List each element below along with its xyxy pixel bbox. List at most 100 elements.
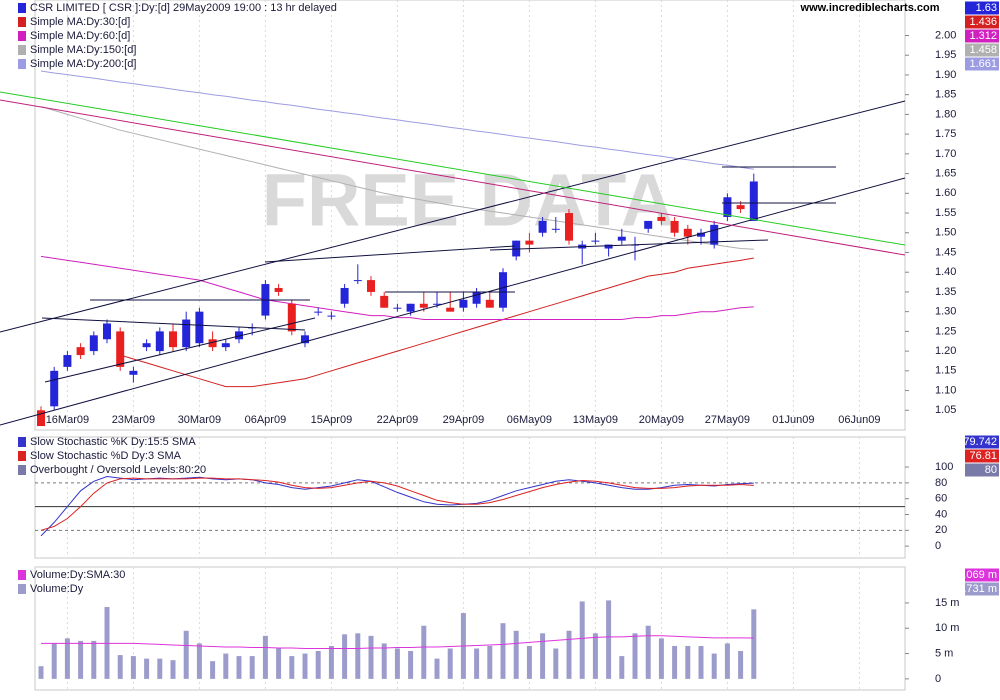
value-box <box>965 582 999 596</box>
volume-bar <box>724 643 730 679</box>
y-tick-label: 0 <box>935 673 941 685</box>
value-box <box>965 435 999 449</box>
volume-bar <box>698 645 704 679</box>
value-box <box>965 449 999 463</box>
y-tick-label: 1.15 <box>935 365 956 377</box>
candle-body <box>208 339 217 348</box>
candle-body <box>723 197 732 217</box>
candle-body <box>353 280 362 282</box>
volume-bar <box>315 651 321 679</box>
candle-body <box>697 232 705 237</box>
x-tick-label: 22Apr09 <box>377 414 419 426</box>
candle-body <box>340 287 349 304</box>
legend-swatch <box>18 45 26 55</box>
y-tick-label: 1.65 <box>935 167 956 179</box>
x-tick-label: 30Mar09 <box>178 414 221 426</box>
volume-bar <box>434 658 440 679</box>
y-tick-label: 1.25 <box>935 325 956 337</box>
volume-bar <box>526 645 532 679</box>
watermark: FREE DATA <box>262 159 674 242</box>
volume-bar <box>276 648 282 679</box>
trend-lines <box>0 91 906 426</box>
candle-body <box>116 331 125 367</box>
candle-body <box>512 240 521 257</box>
volume-bar <box>170 660 176 679</box>
legend-label: Volume:Dy <box>30 583 84 595</box>
legend-swatch <box>18 584 26 594</box>
data-layer <box>37 70 758 679</box>
y-tick-label: 1.50 <box>935 227 956 239</box>
candle-body <box>459 299 468 308</box>
candle-body <box>565 213 573 241</box>
y-tick-label: 1.95 <box>935 49 956 61</box>
y-tick-label: 1.90 <box>935 69 956 81</box>
volume-bar <box>658 638 664 679</box>
volume-bar <box>751 609 757 679</box>
volume-bar <box>223 653 229 679</box>
candle-body <box>538 220 547 233</box>
candle-body <box>446 307 455 312</box>
volume-sma <box>41 635 754 649</box>
value-box-label: 13.731 m <box>951 583 997 595</box>
candle-body <box>50 370 59 407</box>
volume-bar <box>474 648 480 679</box>
candle-body <box>433 303 441 305</box>
x-tick-label: 13May09 <box>573 414 618 426</box>
volume-bar <box>236 656 242 679</box>
panel-frame <box>34 566 906 691</box>
trend-line <box>0 100 906 333</box>
volume-bar <box>513 630 519 679</box>
x-tick-label: 23Mar09 <box>112 414 155 426</box>
volume-bar <box>394 648 400 679</box>
candle-body <box>195 311 204 344</box>
candle-body <box>472 291 481 304</box>
y-tick-label: 1.20 <box>935 345 956 357</box>
legend-label: Simple MA:Dy:60:[d] <box>30 30 130 42</box>
volume-bar <box>342 634 348 679</box>
candle-body <box>314 311 323 313</box>
legend-label: Simple MA:Dy:30:[d] <box>30 16 130 28</box>
label-layer: www.incrediblecharts.com 1.05 1.10 1.15 1.2… <box>18 1 999 685</box>
y-tick-label: 2.00 <box>935 29 956 41</box>
volume-bar <box>91 640 97 679</box>
trend-line <box>0 91 906 246</box>
legend-label: Simple MA:Dy:150:[d] <box>30 44 136 56</box>
trend-line <box>41 317 306 331</box>
volume-bar <box>553 648 559 679</box>
y-tick-label: 10 m <box>935 622 959 634</box>
candle-body <box>485 299 494 308</box>
volume-bar <box>685 645 691 679</box>
candle-body <box>617 236 626 241</box>
volume-bar <box>130 656 136 679</box>
candle-body <box>657 216 666 221</box>
volume-bar <box>645 625 651 679</box>
moving-average <box>120 257 754 388</box>
moving-average <box>40 70 754 170</box>
volume-bar <box>144 658 150 679</box>
legend-swatch <box>18 451 26 461</box>
candle-body <box>499 272 507 308</box>
y-tick-label: 1.45 <box>935 246 956 258</box>
candle-body <box>169 331 177 348</box>
volume-bar <box>421 625 427 679</box>
volume-bar <box>262 635 268 679</box>
value-box <box>965 15 999 29</box>
stochastic-line <box>40 475 754 537</box>
volume-bar <box>619 656 625 679</box>
value-box <box>965 463 999 477</box>
volume-bar <box>183 630 189 679</box>
candle-body <box>380 295 389 308</box>
panel-frame <box>34 436 906 559</box>
legend-label: Slow Stochastic %K Dy:15:5 SMA <box>30 436 196 448</box>
x-tick-label: 20May09 <box>639 414 684 426</box>
volume-bar <box>381 643 387 679</box>
candle-body <box>142 343 151 348</box>
value-box <box>965 43 999 57</box>
candle-body <box>301 335 309 344</box>
y-tick-label: 100 <box>935 461 953 473</box>
y-tick-label: 40 <box>935 508 947 520</box>
volume-bar <box>355 633 361 679</box>
volume-bar <box>408 651 414 679</box>
candle-body <box>155 331 164 352</box>
